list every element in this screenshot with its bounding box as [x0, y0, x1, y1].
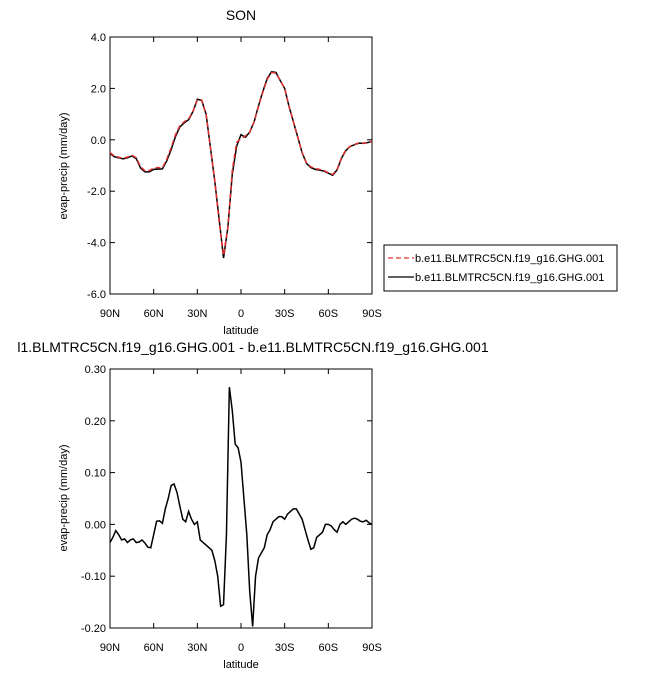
- y-tick-label: -0.10: [81, 571, 106, 583]
- y-tick-label: -2.0: [87, 186, 106, 198]
- bottom-x-axis-label: latitude: [223, 659, 258, 671]
- top-plot-frame: [109, 36, 373, 295]
- x-tick-label: 90S: [362, 308, 382, 320]
- y-tick-label: -0.20: [81, 623, 106, 635]
- x-tick-label: 30N: [187, 642, 207, 654]
- x-tick-label: 90N: [100, 642, 120, 654]
- y-tick-label: 4.0: [91, 32, 106, 44]
- top-y-axis-label: evap-precip (mm/day): [58, 113, 70, 220]
- legend-box: [383, 244, 618, 292]
- legend: b.e11.BLMTRC5CN.f19_g16.GHG.001 b.e11.BL…: [383, 244, 618, 292]
- bottom-chart-title: l1.BLMTRC5CN.f19_g16.GHG.001 - b.e11.BLM…: [17, 339, 489, 355]
- y-tick-label: -6.0: [87, 289, 106, 301]
- y-tick-label: 0.30: [85, 364, 106, 376]
- legend-entry-2: b.e11.BLMTRC5CN.f19_g16.GHG.001: [415, 272, 604, 284]
- top-chart-title: SON: [226, 7, 256, 23]
- x-tick-label: 60S: [319, 308, 339, 320]
- bottom-plot-frame: [109, 368, 373, 629]
- series-line-solid: [109, 387, 373, 627]
- x-tick-label: 30N: [187, 308, 207, 320]
- y-tick-label: 2.0: [91, 83, 106, 95]
- top-x-axis-label: latitude: [223, 325, 258, 337]
- y-tick-label: -4.0: [87, 238, 106, 250]
- y-tick-label: 0.20: [85, 416, 106, 428]
- x-tick-label: 60N: [144, 308, 164, 320]
- x-tick-label: 60N: [144, 642, 164, 654]
- top-y-axis: -6.0 -4.0 -2.0 0.0 2.0 4.0: [87, 32, 372, 301]
- x-tick-label: 0: [238, 308, 244, 320]
- series-line-solid: [109, 70, 373, 259]
- y-tick-label: 0.0: [91, 135, 106, 147]
- top-x-axis: 90N 60N 30N 0 30S 60S 90S: [100, 37, 382, 320]
- x-tick-label: 30S: [275, 308, 295, 320]
- bottom-y-axis-label: evap-precip (mm/day): [58, 445, 70, 552]
- series-line-dashed: [109, 71, 373, 256]
- x-tick-label: 30S: [275, 642, 295, 654]
- bottom-series-lines: [109, 387, 373, 627]
- y-tick-label: 0.00: [85, 519, 106, 531]
- bottom-y-axis: -0.20 -0.10 0.00 0.10 0.20 0.30: [81, 364, 372, 635]
- bottom-chart: l1.BLMTRC5CN.f19_g16.GHG.001 - b.e11.BLM…: [17, 339, 489, 671]
- x-tick-label: 60S: [319, 642, 339, 654]
- x-tick-label: 0: [238, 642, 244, 654]
- x-tick-label: 90S: [362, 642, 382, 654]
- bottom-x-axis: 90N 60N 30N 0 30S 60S 90S: [100, 369, 382, 654]
- y-tick-label: 0.10: [85, 468, 106, 480]
- top-series-lines: [109, 70, 373, 259]
- legend-entry-1: b.e11.BLMTRC5CN.f19_g16.GHG.001: [415, 253, 604, 265]
- x-tick-label: 90N: [100, 308, 120, 320]
- top-chart: SON -6.0 -4.0 -2.0 0.0 2.0 4.0 90N 60N 30N 0 30S 6…: [58, 7, 618, 337]
